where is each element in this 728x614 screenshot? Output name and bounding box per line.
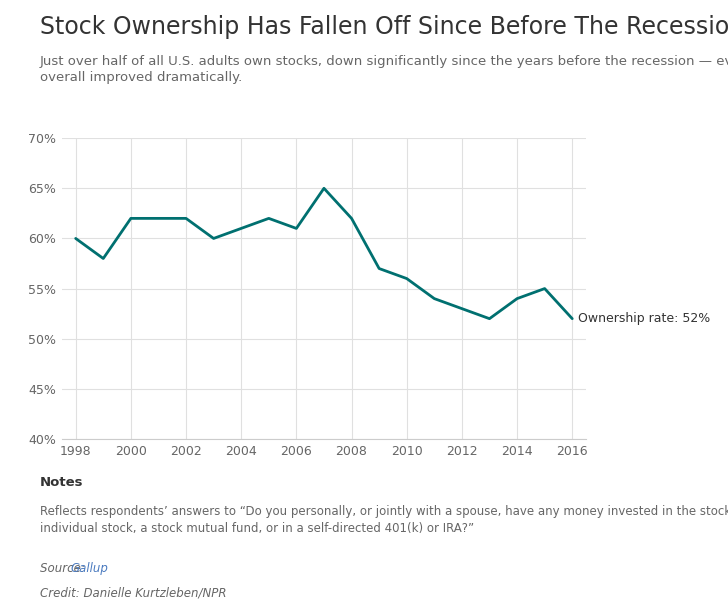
Text: Just over half of all U.S. adults own stocks, down significantly since the years: Just over half of all U.S. adults own st…	[40, 55, 728, 68]
Text: Ownership rate: 52%: Ownership rate: 52%	[578, 312, 710, 325]
Text: Credit: Danielle Kurtzleben/NPR: Credit: Danielle Kurtzleben/NPR	[40, 586, 226, 599]
Text: overall improved dramatically.: overall improved dramatically.	[40, 71, 242, 84]
Text: Reflects respondents’ answers to “Do you personally, or jointly with a spouse, h: Reflects respondents’ answers to “Do you…	[40, 505, 728, 518]
Text: individual stock, a stock mutual fund, or in a self-directed 401(k) or IRA?”: individual stock, a stock mutual fund, o…	[40, 522, 474, 535]
Text: Source:: Source:	[40, 562, 89, 575]
Text: Gallup: Gallup	[71, 562, 108, 575]
Text: Notes: Notes	[40, 476, 84, 489]
Text: Stock Ownership Has Fallen Off Since Before The Recession: Stock Ownership Has Fallen Off Since Bef…	[40, 15, 728, 39]
